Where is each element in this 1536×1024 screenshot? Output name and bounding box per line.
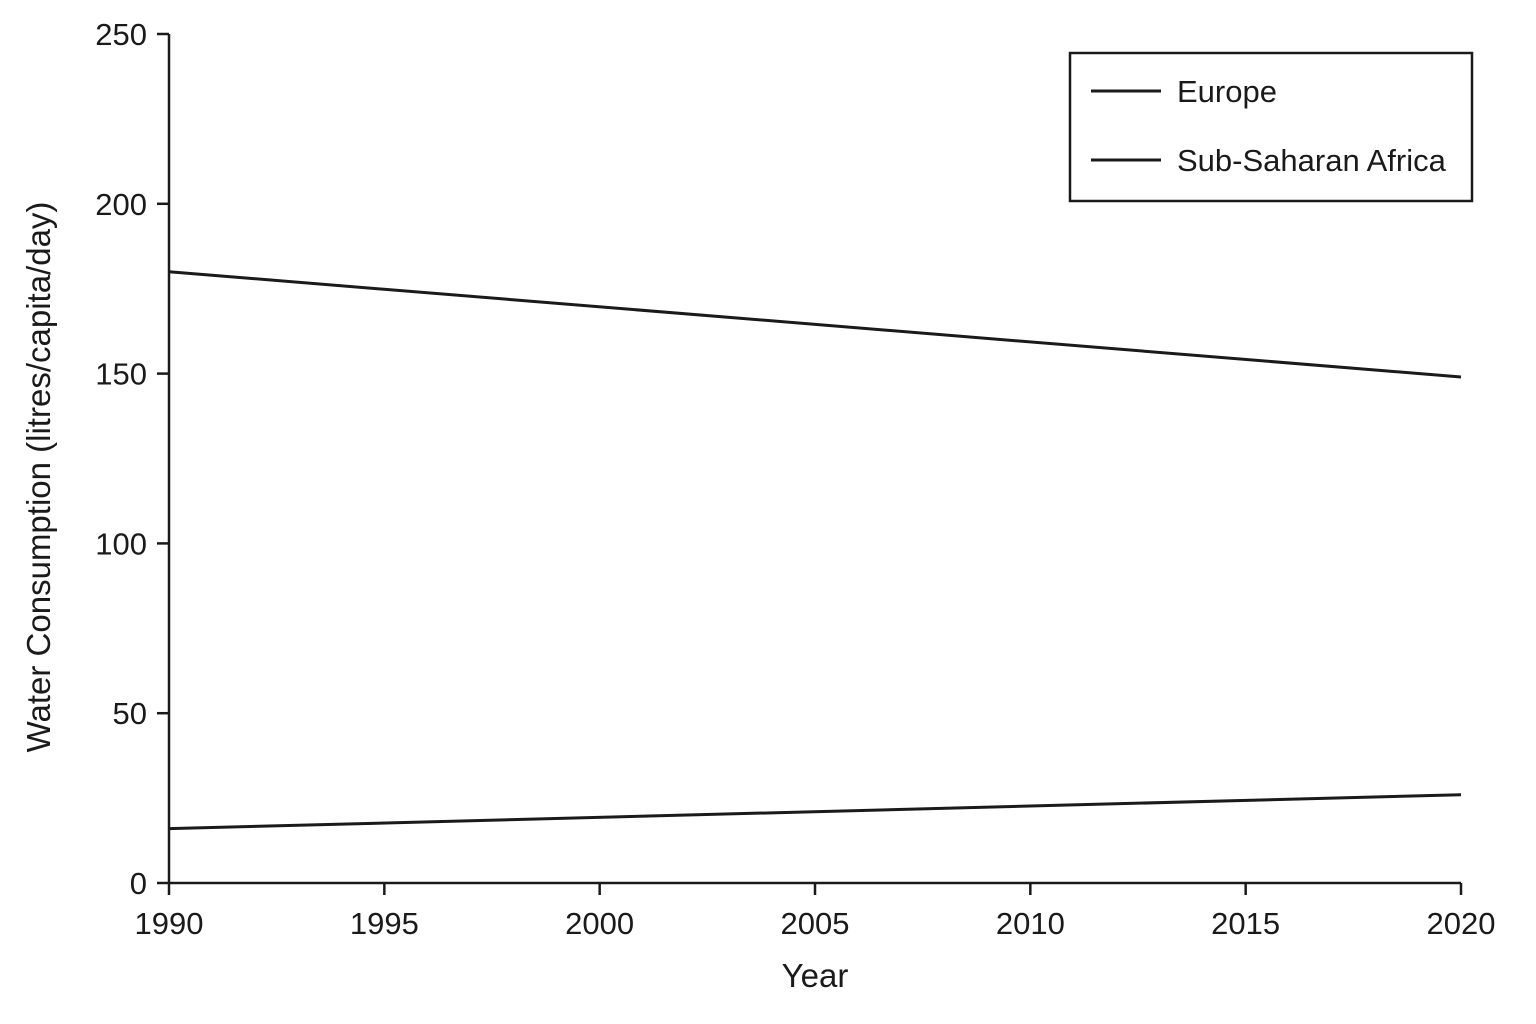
x-tick-label: 1995: [350, 906, 419, 941]
series-line-europe: [168, 270, 1462, 379]
legend-box: [1068, 51, 1474, 203]
y-ticks: 0 50 100 150 200 250: [95, 17, 169, 901]
legend-label-sub-saharan-africa: Sub-Saharan Africa: [1177, 143, 1447, 178]
legend: Europe Sub-Saharan Africa: [1068, 51, 1474, 203]
x-tick-label: 1990: [135, 906, 204, 941]
series-layer: [168, 270, 1462, 831]
series-line-sub-saharan-africa: [168, 793, 1462, 831]
x-axis-label: Year: [782, 957, 849, 994]
legend-label-europe: Europe: [1177, 74, 1277, 109]
x-tick-label: 2020: [1427, 906, 1496, 941]
x-tick-label: 2015: [1211, 906, 1280, 941]
x-ticks: 1990 1995 2000 2005 2010 2015 2020: [135, 883, 1496, 941]
y-tick-label: 50: [113, 696, 147, 731]
legend-items: Europe Sub-Saharan Africa: [1091, 74, 1447, 178]
y-tick-label: 0: [130, 866, 147, 901]
axes: 0 50 100 150 200 250 1990 1995 2000 2005 2010 2015…: [95, 17, 1495, 941]
x-tick-label: 2000: [565, 906, 634, 941]
y-axis-label: Water Consumption (litres/capita/day): [20, 202, 57, 753]
y-tick-label: 150: [95, 357, 147, 392]
y-tick-label: 200: [95, 187, 147, 222]
y-tick-label: 250: [95, 17, 147, 52]
y-tick-label: 100: [95, 526, 147, 561]
x-tick-label: 2005: [781, 906, 850, 941]
x-tick-label: 2010: [996, 906, 1065, 941]
